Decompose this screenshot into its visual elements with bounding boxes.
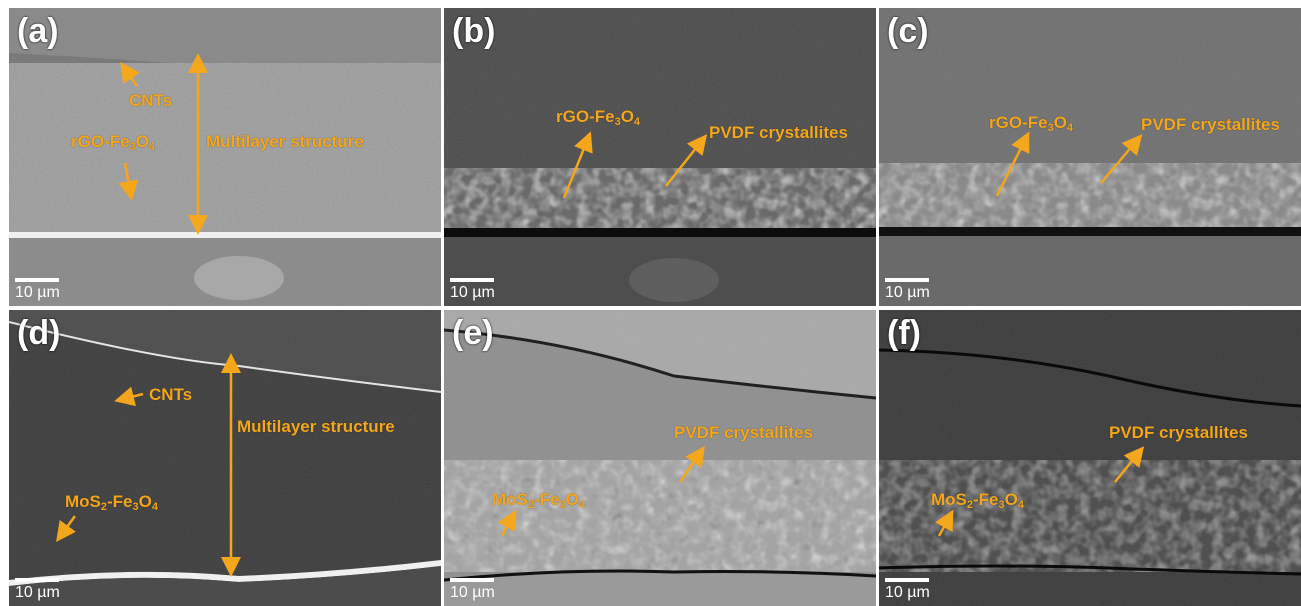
scale-label: 10 µm [885, 284, 930, 301]
mos2-fe3o4-label: MoS2-Fe3O4 [931, 491, 1024, 511]
cnts-label: CNTs [129, 91, 173, 110]
scale-bar: 10 µm [15, 278, 60, 302]
panel-c: (c) rGO-Fe3O4 PVDF crystallites 10 µm [879, 8, 1301, 306]
pvdf-label: PVDF crystallites [1109, 423, 1248, 442]
formula-part: rGO-Fe [71, 132, 130, 151]
subscript: 2 [966, 499, 974, 511]
panel-e: (e) PVDF crystallites MoS2-Fe3O4 10 µm [444, 310, 876, 606]
scale-label: 10 µm [15, 284, 60, 301]
subscript: 2 [527, 499, 535, 511]
subscript: 4 [1017, 499, 1024, 511]
panel-label: (d) [17, 314, 61, 352]
formula-part: MoS [65, 492, 101, 511]
mos2-fe3o4-label: MoS2-Fe3O4 [65, 493, 158, 513]
scale-bar-line [15, 578, 59, 582]
subscript: 2 [100, 501, 108, 513]
panel-label: (c) [887, 12, 929, 50]
panel-b: (b) rGO-Fe3O4 PVDF crystallites 10 µm [444, 8, 876, 306]
subscript: 3 [1047, 122, 1054, 134]
formula-part: O [1004, 490, 1018, 509]
sem-image-d [9, 310, 441, 606]
formula-part: rGO-Fe [989, 113, 1048, 132]
scale-bar-line [450, 278, 494, 282]
scale-bar-line [885, 278, 929, 282]
scale-label: 10 µm [450, 584, 495, 601]
formula-part: O [620, 107, 634, 126]
formula-part: O [135, 132, 149, 151]
mos2-fe3o4-label: MoS2-Fe3O4 [492, 491, 585, 511]
pvdf-label: PVDF crystallites [674, 423, 813, 442]
subscript: 3 [614, 116, 621, 128]
panel-f: (f) PVDF crystallites MoS2-Fe3O4 10 µm [879, 310, 1301, 606]
scale-label: 10 µm [885, 584, 930, 601]
rgo-fe3o4-label: rGO-Fe3O4 [989, 114, 1073, 134]
cnts-label: CNTs [149, 385, 193, 404]
panel-label: (e) [452, 314, 494, 352]
scale-bar: 10 µm [885, 278, 930, 302]
scale-bar: 10 µm [450, 578, 495, 602]
formula-part: -Fe [534, 490, 560, 509]
scale-bar-line [15, 278, 59, 282]
multilayer-label: Multilayer structure [237, 417, 395, 436]
panel-label: (a) [17, 12, 59, 50]
subscript: 3 [998, 499, 1005, 511]
formula-part: rGO-Fe [556, 107, 615, 126]
formula-part: MoS [931, 490, 967, 509]
sem-image-a [9, 8, 441, 306]
multilayer-label: Multilayer structure [206, 132, 364, 151]
formula-part: O [565, 490, 579, 509]
subscript: 3 [132, 501, 139, 513]
subscript: 4 [578, 499, 585, 511]
rgo-fe3o4-label: rGO-Fe3O4 [556, 108, 640, 128]
formula-part: O [1053, 113, 1067, 132]
sem-image-f [879, 310, 1301, 606]
formula-part: O [138, 492, 152, 511]
subscript: 3 [559, 499, 566, 511]
sem-image-e [444, 310, 876, 606]
formula-part: -Fe [107, 492, 133, 511]
pvdf-label: PVDF crystallites [1141, 115, 1280, 134]
rgo-fe3o4-label: rGO-Fe3O4 [71, 133, 155, 153]
panel-label: (f) [887, 314, 921, 352]
sem-image-c [879, 8, 1301, 306]
sem-image-b [444, 8, 876, 306]
scale-bar: 10 µm [15, 578, 60, 602]
subscript: 4 [148, 141, 156, 153]
panel-label: (b) [452, 12, 496, 50]
formula-part: MoS [492, 490, 528, 509]
scale-label: 10 µm [15, 584, 60, 601]
subscript: 4 [633, 116, 641, 128]
scale-label: 10 µm [450, 284, 495, 301]
scale-bar: 10 µm [450, 278, 495, 302]
scale-bar-line [450, 578, 494, 582]
scale-bar-line [885, 578, 929, 582]
panel-a: (a) CNTs rGO-Fe3O4 Multilayer structure … [9, 8, 441, 306]
subscript: 4 [1066, 122, 1074, 134]
subscript: 4 [151, 501, 158, 513]
panel-d: (d) CNTs MoS2-Fe3O4 Multilayer structure… [9, 310, 441, 606]
formula-part: -Fe [973, 490, 999, 509]
scale-bar: 10 µm [885, 578, 930, 602]
subscript: 3 [129, 141, 136, 153]
pvdf-label: PVDF crystallites [709, 123, 848, 142]
